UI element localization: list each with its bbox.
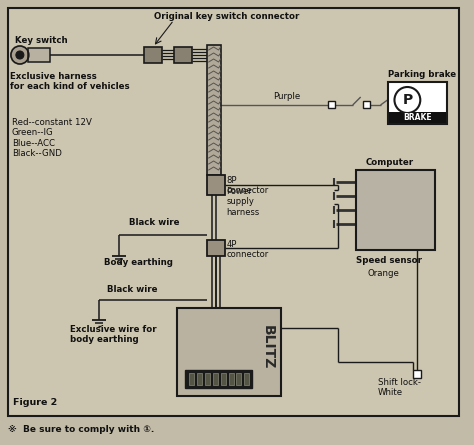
Text: P: P: [402, 93, 412, 107]
Text: Black wire: Black wire: [107, 285, 158, 294]
Text: 8P
connector: 8P connector: [227, 176, 269, 195]
Text: Red--constant 12V
Green--IG
Blue--ACC
Black--GND: Red--constant 12V Green--IG Blue--ACC Bl…: [12, 118, 92, 158]
Bar: [245, 373, 249, 385]
Bar: [207, 240, 225, 256]
Text: Shift lock-
White: Shift lock- White: [378, 378, 420, 397]
Text: BRAKE: BRAKE: [403, 113, 432, 122]
Text: Computer: Computer: [365, 158, 414, 167]
Bar: [413, 370, 421, 378]
Bar: [144, 47, 162, 63]
Text: Body earthing: Body earthing: [104, 258, 173, 267]
Bar: [328, 101, 335, 108]
Text: 4P
connector: 4P connector: [227, 240, 269, 259]
Bar: [389, 112, 446, 123]
Bar: [207, 45, 220, 175]
Bar: [220, 373, 226, 385]
Circle shape: [11, 46, 29, 64]
Text: Key switch: Key switch: [15, 36, 67, 45]
Bar: [237, 373, 241, 385]
Text: Exclusive harness
for each kind of vehicles: Exclusive harness for each kind of vehic…: [10, 72, 129, 91]
Bar: [174, 47, 192, 63]
Text: Black wire: Black wire: [129, 218, 180, 227]
Bar: [28, 48, 50, 62]
Bar: [207, 175, 225, 195]
Bar: [177, 308, 281, 396]
Text: Power
supply
harness: Power supply harness: [227, 187, 260, 217]
Text: BLITZ: BLITZ: [260, 325, 274, 370]
Bar: [197, 373, 202, 385]
Bar: [388, 82, 447, 124]
Bar: [356, 170, 435, 250]
Text: Orange: Orange: [368, 269, 400, 278]
Text: Speed sensor: Speed sensor: [356, 256, 422, 265]
Bar: [213, 373, 218, 385]
Text: Figure 2: Figure 2: [13, 398, 57, 407]
Text: ※  Be sure to comply with ①.: ※ Be sure to comply with ①.: [8, 425, 154, 434]
Text: Exclusive wire for
body earthing: Exclusive wire for body earthing: [70, 325, 156, 344]
Text: Purple: Purple: [273, 92, 301, 101]
Circle shape: [16, 51, 24, 59]
Circle shape: [394, 87, 420, 113]
Text: Parking brake: Parking brake: [388, 70, 456, 79]
Bar: [363, 101, 370, 108]
Bar: [205, 373, 210, 385]
Bar: [189, 373, 194, 385]
Bar: [185, 370, 252, 388]
Text: Original key switch connector: Original key switch connector: [154, 12, 300, 21]
Bar: [228, 373, 234, 385]
